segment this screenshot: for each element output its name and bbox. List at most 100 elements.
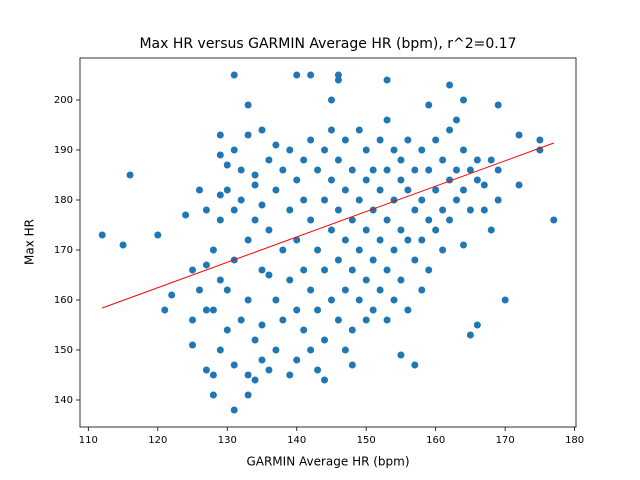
point [411,361,419,369]
point [223,161,231,169]
y-tick-label: 140 [54,395,73,406]
point [321,336,329,344]
point [439,206,447,214]
point [314,166,322,174]
point [293,176,301,184]
point [265,271,273,279]
point [480,206,488,214]
point [348,326,356,334]
plot-frame [79,57,577,428]
point [272,296,280,304]
point [453,196,461,204]
point [459,186,467,194]
point [473,321,481,329]
point [418,146,426,154]
point [487,226,495,234]
point [202,366,210,374]
point [341,186,349,194]
y-axis-label: Max HR [23,219,37,265]
point [244,101,252,109]
point [362,146,370,154]
chart-title: Max HR versus GARMIN Average HR (bpm), r… [139,36,516,52]
point [425,216,433,224]
point [383,76,391,84]
point [404,136,412,144]
point [244,296,252,304]
x-tick-label: 170 [496,435,515,446]
point [327,296,335,304]
point [334,76,342,84]
point [404,236,412,244]
point [466,206,474,214]
point [334,256,342,264]
point [383,216,391,224]
point [341,236,349,244]
point [390,246,398,254]
point [189,266,197,274]
point [425,166,433,174]
point [98,231,106,239]
point [466,331,474,339]
point [446,81,454,89]
point [251,376,259,384]
point [202,206,210,214]
point [404,186,412,194]
point [404,306,412,314]
point [258,321,266,329]
point [202,261,210,269]
point [411,256,419,264]
point [265,156,273,164]
point [307,216,315,224]
points [98,71,558,414]
point [321,376,329,384]
point [230,206,238,214]
point [369,166,377,174]
point [459,96,467,104]
point [397,156,405,164]
point [314,246,322,254]
point [459,241,467,249]
point [376,286,384,294]
point [348,216,356,224]
point [515,131,523,139]
point [216,131,224,139]
point [258,356,266,364]
point [216,276,224,284]
point [411,166,419,174]
point [390,146,398,154]
point [369,256,377,264]
point [265,226,273,234]
point [244,131,252,139]
point [418,196,426,204]
point [300,156,308,164]
point [293,306,301,314]
point [279,246,287,254]
point [321,266,329,274]
point [466,166,474,174]
point [390,296,398,304]
point [397,176,405,184]
point [251,216,259,224]
point [341,136,349,144]
point [216,191,224,199]
x-axis-label: GARMIN Average HR (bpm) [246,455,409,469]
point [230,406,238,414]
point [293,71,301,79]
point [223,186,231,194]
point [237,196,245,204]
point [300,196,308,204]
point [223,286,231,294]
point [348,361,356,369]
point [258,126,266,134]
point [383,316,391,324]
point [272,141,280,149]
point [348,166,356,174]
point [550,216,558,224]
point [383,166,391,174]
point [453,116,461,124]
point [286,371,294,379]
point [286,276,294,284]
point [473,156,481,164]
fit-line [102,142,554,309]
point [321,146,329,154]
